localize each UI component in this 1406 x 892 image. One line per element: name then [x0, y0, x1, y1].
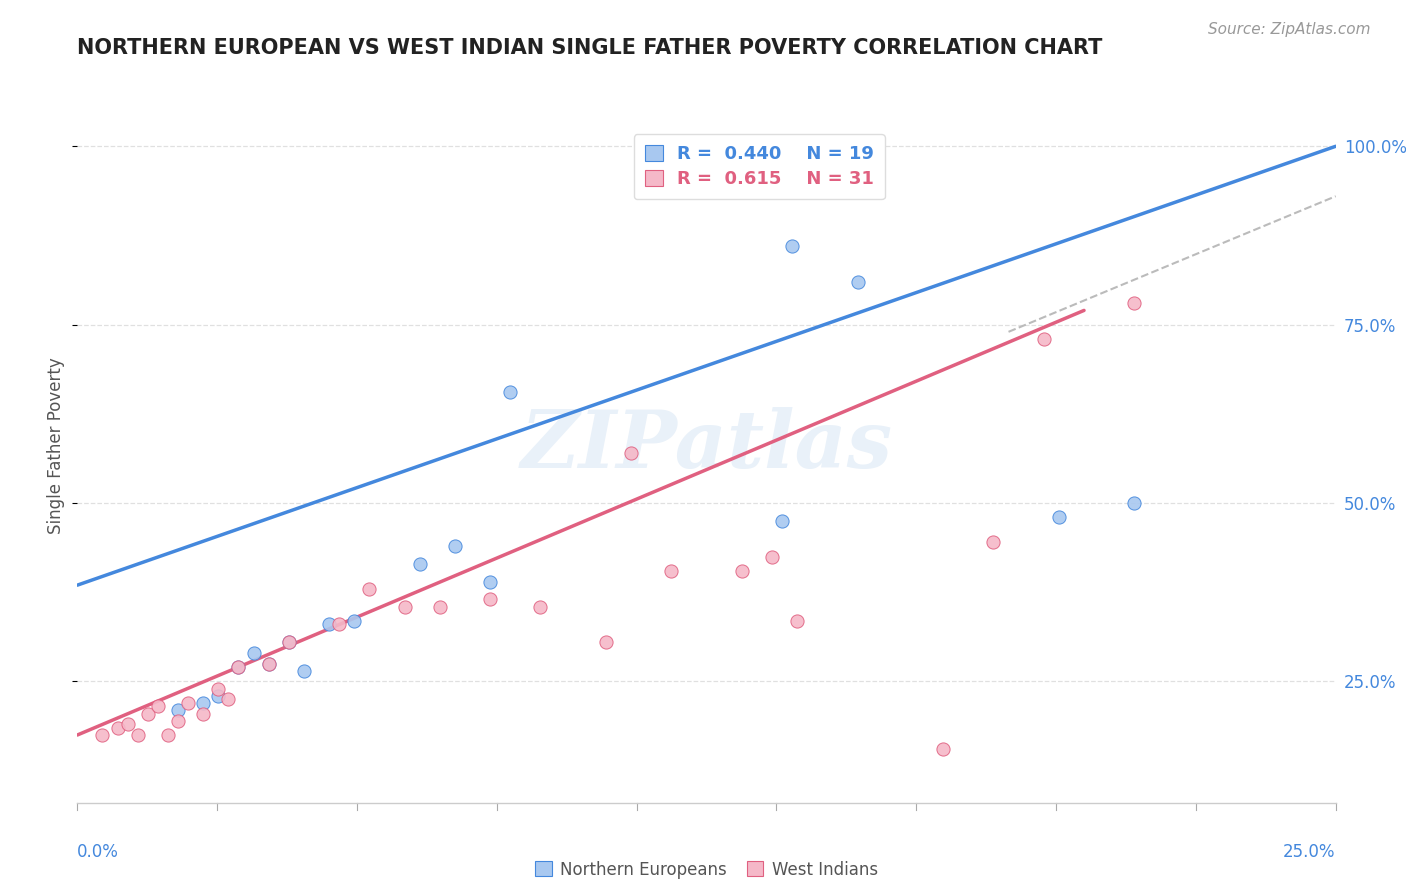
- Point: [770, 514, 793, 528]
- Point: [846, 275, 869, 289]
- Point: [761, 549, 783, 564]
- Point: [499, 385, 522, 400]
- Point: [479, 574, 502, 589]
- Point: [983, 535, 1005, 549]
- Point: [127, 728, 149, 742]
- Point: [292, 664, 315, 678]
- Point: [228, 660, 250, 674]
- Point: [191, 696, 215, 710]
- Point: [191, 706, 215, 721]
- Y-axis label: Single Father Poverty: Single Father Poverty: [48, 358, 66, 534]
- Point: [359, 582, 381, 596]
- Point: [318, 617, 340, 632]
- Point: [107, 721, 129, 735]
- Point: [207, 689, 229, 703]
- Point: [529, 599, 551, 614]
- Point: [177, 696, 200, 710]
- Point: [731, 564, 754, 578]
- Point: [136, 706, 159, 721]
- Point: [444, 539, 467, 553]
- Text: Source: ZipAtlas.com: Source: ZipAtlas.com: [1208, 22, 1371, 37]
- Point: [167, 714, 190, 728]
- Point: [343, 614, 366, 628]
- Point: [228, 660, 250, 674]
- Point: [1047, 510, 1070, 524]
- Point: [277, 635, 299, 649]
- Point: [277, 635, 299, 649]
- Point: [659, 564, 682, 578]
- Point: [479, 592, 502, 607]
- Point: [595, 635, 617, 649]
- Point: [408, 557, 430, 571]
- Point: [1032, 332, 1054, 346]
- Point: [257, 657, 280, 671]
- Point: [328, 617, 350, 632]
- Text: 25.0%: 25.0%: [1284, 843, 1336, 861]
- Point: [117, 717, 139, 731]
- Point: [394, 599, 416, 614]
- Point: [620, 446, 643, 460]
- Point: [1123, 296, 1146, 310]
- Text: 0.0%: 0.0%: [77, 843, 120, 861]
- Point: [146, 699, 169, 714]
- Point: [167, 703, 190, 717]
- Point: [242, 646, 264, 660]
- Point: [156, 728, 179, 742]
- Point: [429, 599, 451, 614]
- Point: [1123, 496, 1146, 510]
- Text: ZIPatlas: ZIPatlas: [520, 408, 893, 484]
- Point: [207, 681, 229, 696]
- Text: NORTHERN EUROPEAN VS WEST INDIAN SINGLE FATHER POVERTY CORRELATION CHART: NORTHERN EUROPEAN VS WEST INDIAN SINGLE …: [77, 38, 1102, 58]
- Point: [780, 239, 803, 253]
- Point: [257, 657, 280, 671]
- Point: [786, 614, 808, 628]
- Legend: Northern Europeans, West Indians: Northern Europeans, West Indians: [529, 854, 884, 885]
- Point: [932, 742, 955, 756]
- Point: [91, 728, 114, 742]
- Point: [217, 692, 239, 706]
